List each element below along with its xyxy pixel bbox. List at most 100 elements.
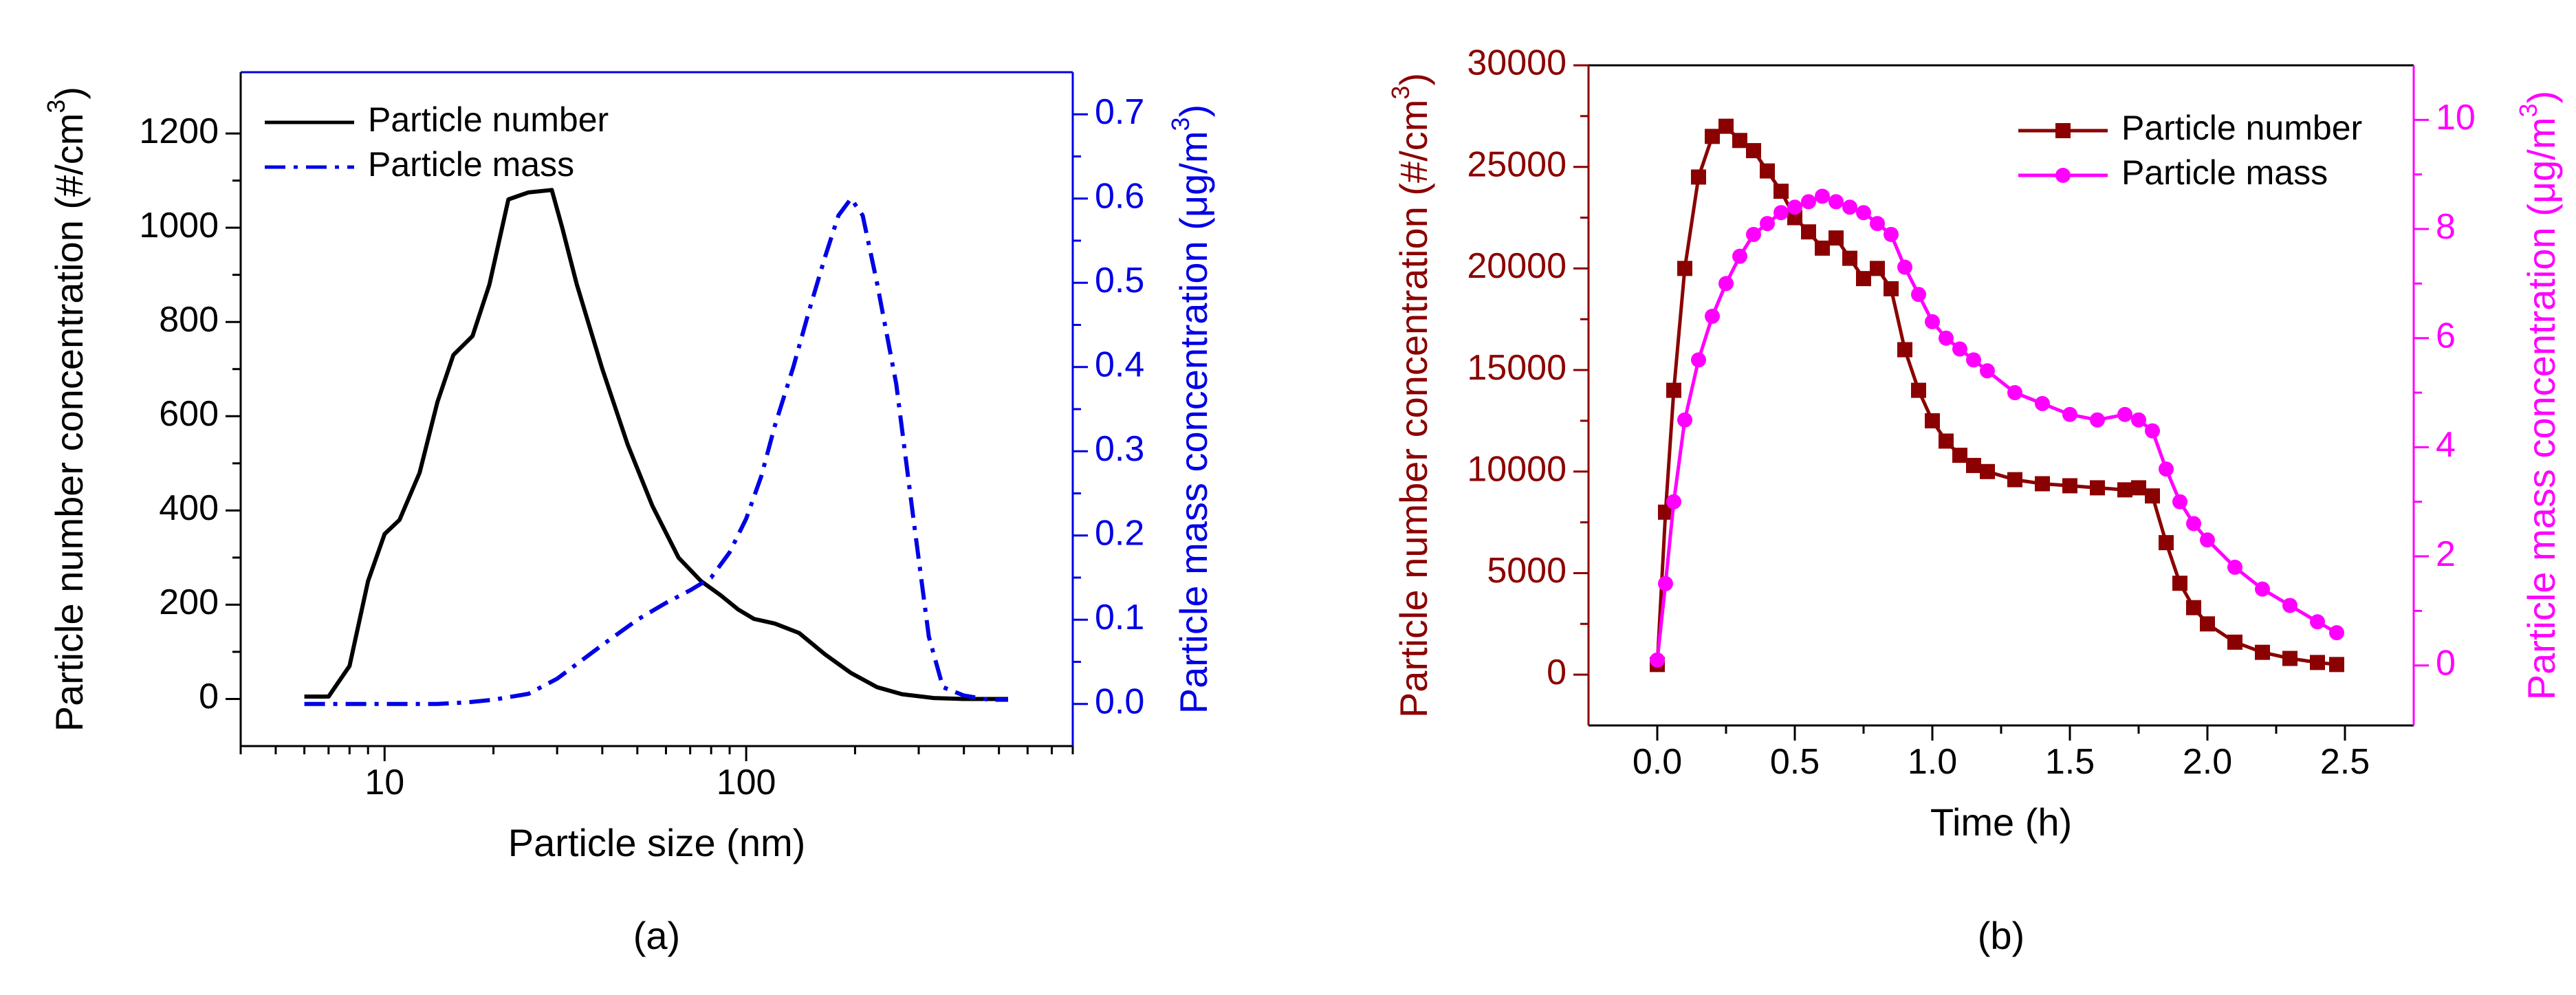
- number-marker: [1952, 448, 1967, 463]
- mass-marker: [1650, 652, 1665, 668]
- x-tick-label: 2.0: [2183, 742, 2232, 782]
- y-right-tick-label: 0.5: [1095, 261, 1144, 300]
- y-left-tick-label: 1200: [139, 111, 219, 151]
- y-right-tick-label: 2: [2436, 534, 2456, 574]
- x-tick-label: 100: [717, 763, 776, 802]
- y-right-axis-title-end: ): [1172, 105, 1215, 118]
- mass-marker: [1732, 248, 1747, 264]
- number-marker: [1658, 504, 1673, 520]
- mass-marker: [2282, 598, 2297, 613]
- y-left-tick-label: 800: [159, 300, 219, 340]
- mass-marker: [2145, 423, 2160, 439]
- x-tick-label: 1.5: [2045, 742, 2095, 782]
- y-right-tick-label: 10: [2436, 98, 2476, 138]
- mass-marker: [2062, 406, 2077, 422]
- y-right-tick-label: 0.6: [1095, 176, 1144, 216]
- number-marker: [1801, 224, 1816, 240]
- mass-marker: [1691, 352, 1706, 368]
- mass-marker: [1760, 216, 1775, 232]
- y-left-axis-title-main: Particle number concentration (#/cm: [1392, 100, 1435, 719]
- legend-swatch-marker: [2055, 123, 2071, 138]
- y-right-tick-label: 8: [2436, 207, 2456, 247]
- panel-caption: (b): [1978, 914, 2024, 957]
- number-marker: [1787, 210, 1802, 226]
- y-left-tick-label: 0: [199, 677, 219, 717]
- number-marker: [2035, 476, 2050, 492]
- y-right-tick-label: 0.2: [1095, 513, 1144, 553]
- mass-marker: [1829, 194, 1844, 210]
- y-left-tick-label: 25000: [1467, 144, 1567, 184]
- y-right-tick-label: 0.3: [1095, 429, 1144, 469]
- panel-b: 0.0 0.5 1.0 1.5 2.0 2.5 0 5000 10000 15000 20000 25…: [1386, 43, 2563, 957]
- number-marker: [1829, 230, 1844, 246]
- x-axis-title: Time (h): [1930, 800, 2072, 844]
- number-marker: [1705, 129, 1720, 144]
- y-right-tick-label: 0.1: [1095, 598, 1144, 637]
- mass-line: [304, 196, 1008, 706]
- number-marker: [1966, 457, 1981, 473]
- y-left-axis-title-sup: 3: [1386, 86, 1415, 100]
- mass-marker: [2200, 532, 2215, 548]
- legend-label: Particle number: [368, 100, 609, 139]
- number-line: [304, 188, 1008, 701]
- mass-marker: [1856, 205, 1871, 221]
- legend: Particle number Particle mass: [2018, 109, 2362, 192]
- mass-marker: [1939, 330, 1954, 346]
- mass-marker: [2131, 412, 2146, 428]
- mass-marker: [1801, 194, 1816, 210]
- mass-marker: [1911, 287, 1926, 303]
- mass-marker: [2172, 494, 2187, 510]
- number-marker: [1856, 271, 1871, 287]
- mass-marker: [1815, 188, 1830, 204]
- x-tick-label: 10: [364, 763, 404, 802]
- x-axis-title: Particle size (nm): [508, 821, 806, 864]
- mass-marker: [2310, 614, 2325, 630]
- number-marker: [1666, 382, 1681, 398]
- number-marker: [1773, 184, 1789, 199]
- number-marker: [1911, 382, 1926, 398]
- mass-marker: [1884, 226, 1899, 242]
- mass-marker: [1980, 363, 1995, 379]
- number-marker: [2131, 480, 2146, 496]
- legend-label: Particle number: [2121, 109, 2362, 147]
- y-right-tick-label: 0.7: [1095, 92, 1144, 132]
- mass-marker: [2035, 395, 2050, 411]
- mass-marker: [1746, 226, 1761, 242]
- mass-marker: [2007, 385, 2022, 401]
- y-right-tick-label: 6: [2436, 316, 2456, 356]
- mass-marker: [1666, 494, 1681, 510]
- number-marker: [1746, 143, 1761, 159]
- number-marker: [2227, 634, 2242, 650]
- mass-marker: [1925, 314, 1940, 329]
- number-marker: [2186, 600, 2201, 615]
- y-left-tick-label: 10000: [1467, 450, 1567, 490]
- legend-swatch-marker: [2055, 168, 2071, 183]
- number-marker: [1718, 118, 1734, 134]
- x-tick-label: 2.5: [2320, 742, 2370, 782]
- panel-caption: (a): [633, 914, 680, 957]
- mass-marker: [2227, 559, 2242, 575]
- legend-label: Particle mass: [2121, 153, 2328, 192]
- mass-marker: [1773, 205, 1789, 221]
- x-tick-label: 1.0: [1908, 742, 1957, 782]
- y-right-tick-label: 0.4: [1095, 345, 1144, 384]
- y-right-tick-label: 0: [2436, 643, 2456, 683]
- mass-marker: [1842, 199, 1857, 215]
- number-marker: [2255, 644, 2270, 660]
- y-left-tick-label: 30000: [1467, 43, 1567, 83]
- y-left-tick-label: 15000: [1467, 348, 1567, 388]
- mass-marker: [2186, 516, 2201, 532]
- y-right-axis-title-sup: 3: [1166, 117, 1194, 131]
- number-marker: [2062, 478, 2077, 494]
- number-marker: [1815, 240, 1830, 256]
- legend: Particle number Particle mass: [265, 100, 609, 184]
- y-left-axis-title-end: ): [47, 87, 91, 100]
- x-tick-label: 0.0: [1633, 742, 1682, 782]
- number-marker: [1870, 261, 1885, 276]
- mass-marker: [2117, 406, 2132, 422]
- y-left-tick-label: 600: [159, 394, 219, 434]
- x-tick-label: 0.5: [1770, 742, 1820, 782]
- y-right-tick-label: 4: [2436, 425, 2456, 465]
- panel-a: 10 1000200400600800100012000.00.10.20.30.…: [42, 71, 1215, 957]
